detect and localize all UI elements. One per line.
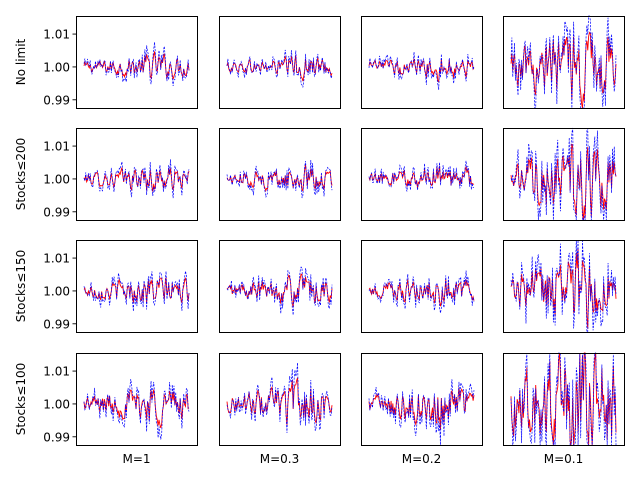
axes-frame: [361, 128, 483, 221]
axes-frame: [361, 240, 483, 333]
series-line-blue: [226, 49, 333, 88]
row-label: Stocks≤200: [14, 138, 28, 210]
column-label: M=0.3: [260, 452, 300, 466]
series-line-red: [510, 143, 617, 221]
subplot-r1-c4: [503, 15, 625, 109]
series-line-blue: [83, 159, 190, 199]
axes-frame: [503, 240, 625, 333]
axes-frame: [503, 128, 625, 221]
series-line-blue: [510, 239, 617, 333]
series-line-red: [510, 31, 617, 109]
series-line-blue: [368, 160, 475, 192]
column-label: M=0.2: [402, 452, 442, 466]
series-line-blue: [510, 352, 617, 446]
series-line-blue: [226, 159, 333, 199]
series-line-blue: [226, 362, 333, 433]
series-line-red: [368, 165, 475, 189]
axes-frame: [76, 353, 198, 446]
axes-frame: [503, 16, 625, 109]
axes-frame: [503, 353, 625, 446]
subplot-r2-c4: [503, 127, 625, 221]
subplot-r1-c3: [361, 16, 483, 109]
y-tick-label: 1.00: [43, 172, 70, 186]
series-line-blue: [83, 378, 190, 440]
y-tick-label: 1.01: [43, 28, 70, 42]
subplot-r1-c1: 0.99 1.00 1.01 No limit: [14, 16, 198, 109]
subplot-r2-c3: [361, 128, 483, 221]
subplot-r4-c1: 0.99 1.00 1.01 Stocks≤100 M=1: [14, 353, 198, 466]
series-line-blue: [368, 51, 475, 90]
axes-frame: [219, 128, 341, 221]
axes-frame: [361, 16, 483, 109]
axes-frame: [361, 353, 483, 446]
series-line-blue: [83, 42, 190, 87]
subplot-r3-c3: [361, 240, 483, 333]
axes-frame: [219, 16, 341, 109]
subplot-r3-c2: [219, 240, 341, 333]
row-label: Stocks≤100: [14, 363, 28, 435]
subplot-r2-c1: 0.99 1.00 1.01 Stocks≤200: [14, 128, 198, 221]
subplot-r1-c2: [219, 16, 341, 109]
subplot-r4-c2: M=0.3: [219, 353, 341, 466]
series-line-red: [368, 58, 475, 83]
axes-frame: [76, 128, 198, 221]
axes-frame: [219, 353, 341, 446]
row-label: Stocks≤150: [14, 250, 28, 322]
axes-frame: [219, 240, 341, 333]
subplot-r3-c1: 0.99 1.00 1.01 Stocks≤150: [14, 240, 198, 333]
y-tick-label: 1.00: [43, 284, 70, 298]
series-line-blue: [510, 127, 617, 221]
subplot-r4-c4: M=0.1: [503, 352, 625, 466]
series-line-blue: [226, 266, 333, 316]
column-label: M=0.1: [544, 452, 584, 466]
subplot-r4-c3: M=0.2: [361, 353, 483, 466]
series-line-blue: [83, 271, 190, 312]
series-line-blue: [510, 15, 617, 109]
axes-frame: [76, 16, 198, 109]
y-tick-label: 1.01: [43, 365, 70, 379]
column-label: M=1: [122, 452, 150, 466]
y-tick-label: 1.00: [43, 397, 70, 411]
series-line-red: [510, 248, 617, 329]
series-line-blue: [368, 379, 475, 446]
axes-frame: [76, 240, 198, 333]
y-tick-label: 0.99: [43, 205, 70, 219]
y-tick-label: 0.99: [43, 93, 70, 107]
series-line-blue: [368, 270, 475, 314]
y-tick-label: 0.99: [43, 430, 70, 444]
y-tick-label: 1.01: [43, 252, 70, 266]
subplot-r2-c2: [219, 128, 341, 221]
row-label: No limit: [14, 38, 28, 85]
y-tick-label: 1.00: [43, 60, 70, 74]
y-tick-label: 1.01: [43, 140, 70, 154]
subplot-r3-c4: [503, 239, 625, 333]
y-tick-label: 0.99: [43, 317, 70, 331]
